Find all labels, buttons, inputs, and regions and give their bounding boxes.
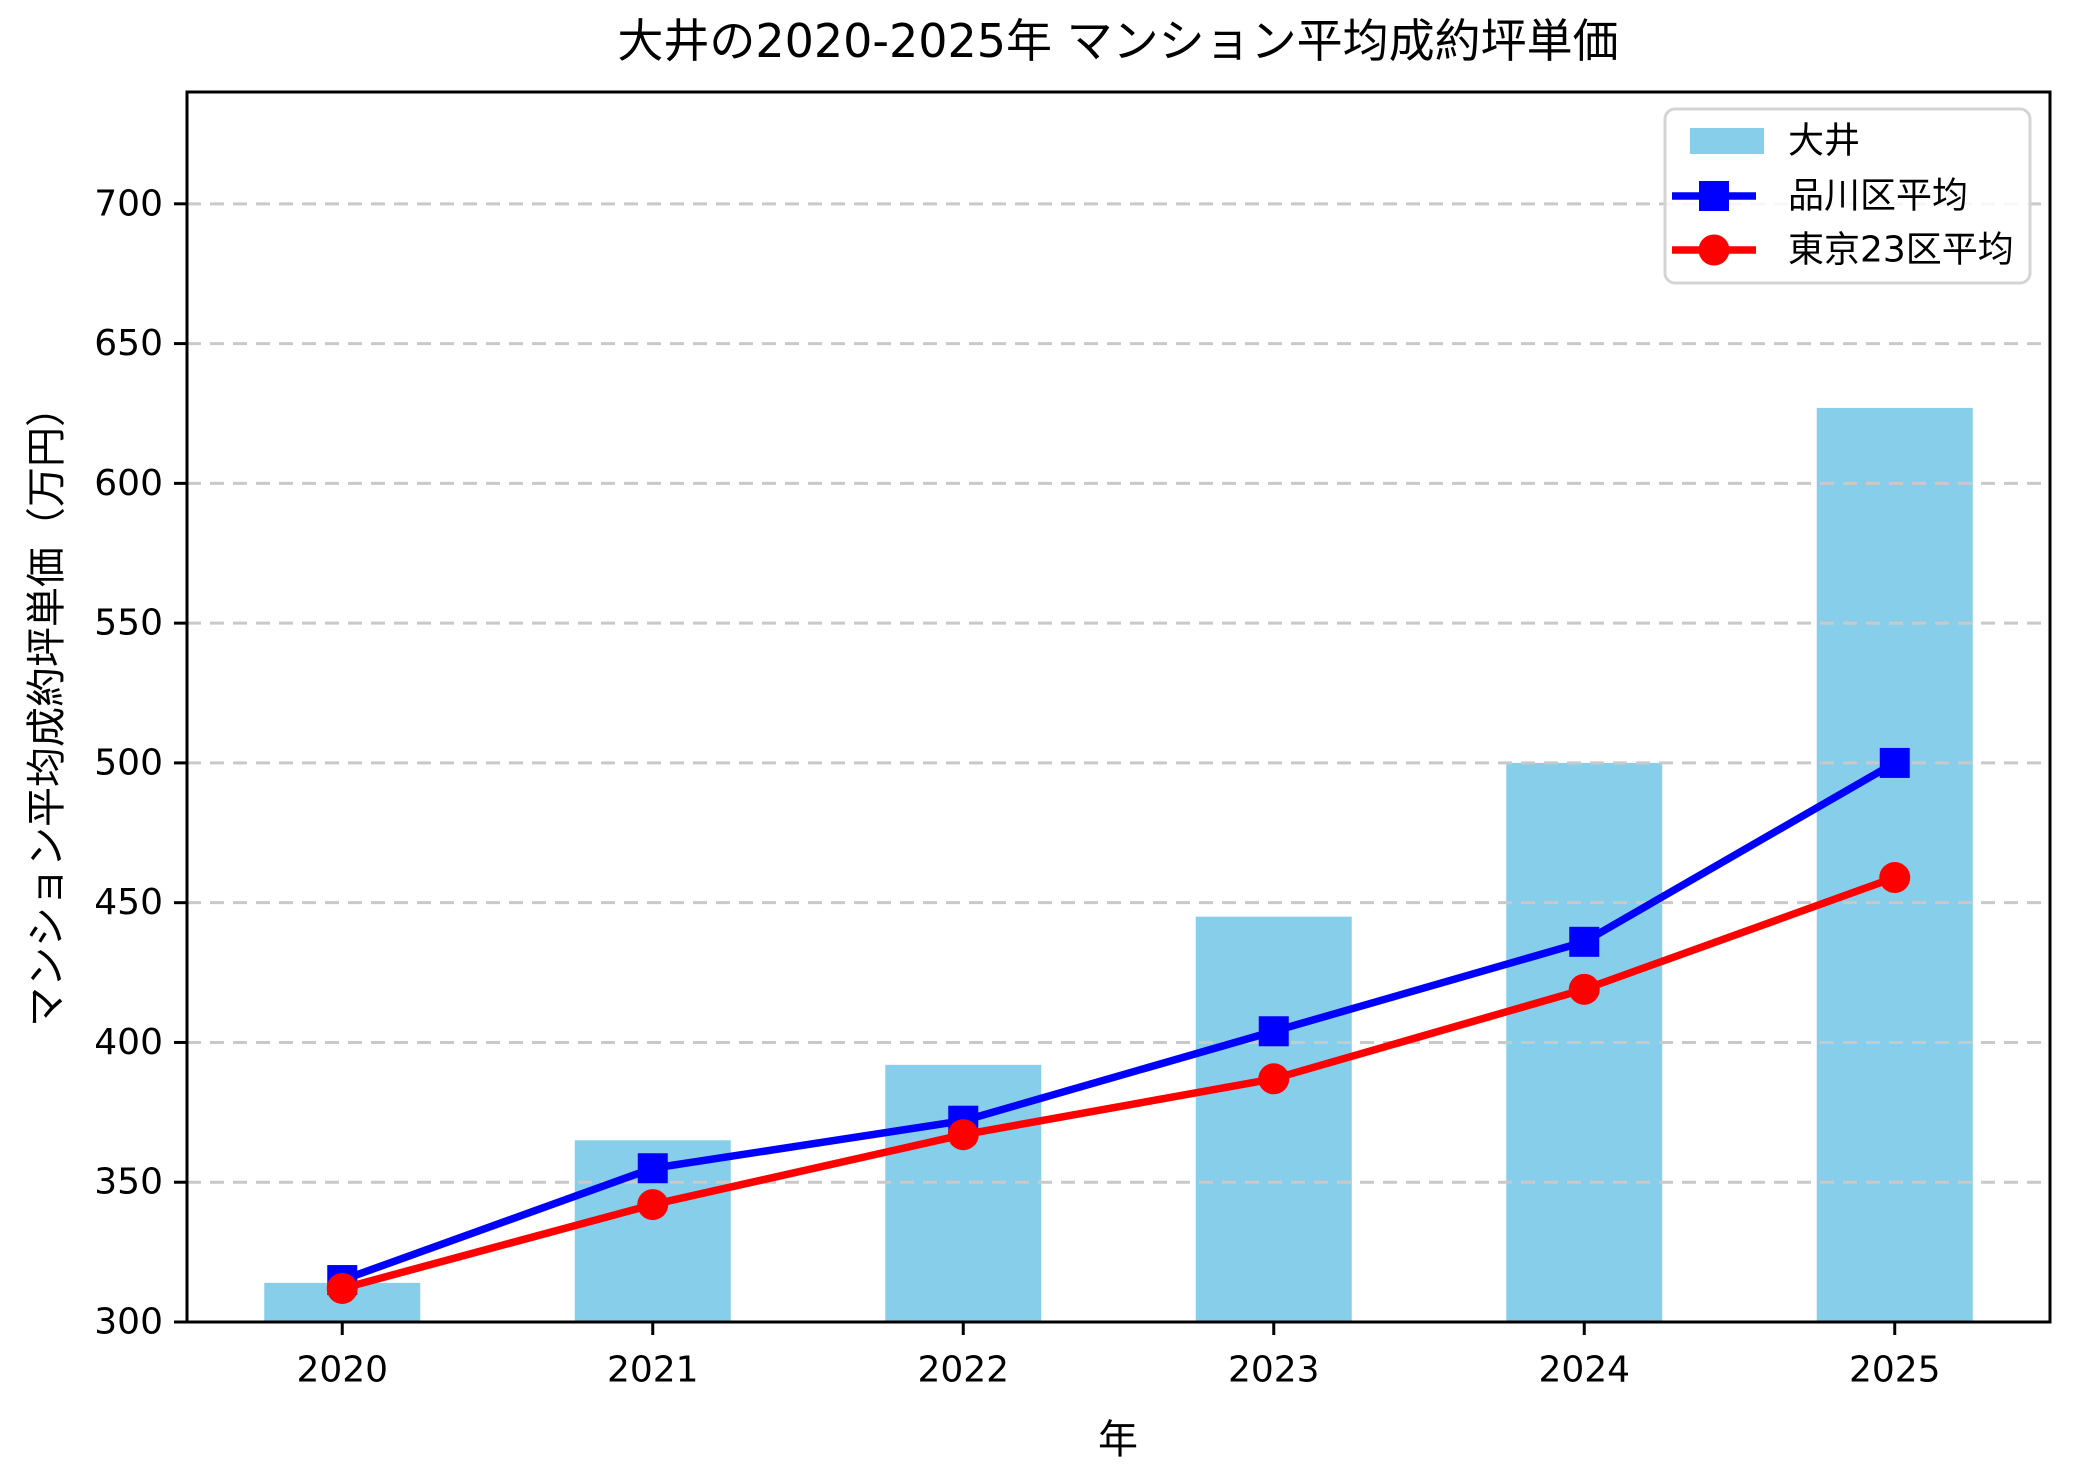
xtick-label-2025: 2025 xyxy=(1849,1350,1941,1391)
xtick-label-2024: 2024 xyxy=(1538,1350,1630,1391)
plot-frame xyxy=(185,90,2052,1324)
series-1-marker-2024 xyxy=(1568,973,1600,1005)
ytick-label-400: 400 xyxy=(94,1022,163,1063)
ytick-label-450: 450 xyxy=(94,882,163,923)
y-axis-label: マンション平均成約坪単価（万円） xyxy=(24,387,70,1027)
ytick-label-550: 550 xyxy=(94,603,163,644)
series-0-marker-2023 xyxy=(1258,1016,1289,1047)
lines-layer xyxy=(326,747,1911,1304)
bar-2023 xyxy=(1195,916,1352,1322)
legend-item-0: 大井 xyxy=(1690,121,1860,162)
series-line-1 xyxy=(338,873,1899,1293)
ytick-label-500: 500 xyxy=(94,742,163,783)
legend-marker-2 xyxy=(1698,234,1730,266)
xtick-label-2021: 2021 xyxy=(607,1350,699,1391)
legend-label-0: 大井 xyxy=(1788,121,1860,162)
ytick-label-350: 350 xyxy=(94,1162,163,1203)
series-1-marker-2023 xyxy=(1258,1063,1290,1095)
legend-swatch-0 xyxy=(1690,128,1764,154)
series-1-marker-2020 xyxy=(326,1272,358,1304)
ytick-label-650: 650 xyxy=(94,323,163,364)
series-1-marker-2022 xyxy=(947,1119,979,1151)
ytick-label-300: 300 xyxy=(94,1302,163,1343)
series-0-marker-2025 xyxy=(1879,747,1910,778)
legend-label-2: 東京23区平均 xyxy=(1788,230,2014,271)
ytick-label-600: 600 xyxy=(94,463,163,504)
series-1-marker-2025 xyxy=(1879,862,1911,894)
x-axis-label: 年 xyxy=(1098,1417,1138,1463)
legend-marker-1 xyxy=(1699,181,1729,211)
axes-layer: 300 350 400 450 500 550 600 650 700 2020 2021 2022 2… xyxy=(94,90,2052,1391)
series-0-marker-2024 xyxy=(1569,926,1600,957)
xtick-label-2023: 2023 xyxy=(1228,1350,1320,1391)
series-line-0 xyxy=(338,759,1899,1284)
chart-title: 大井の2020-2025年 マンション平均成約坪単価 xyxy=(617,14,1618,68)
legend-item-2: 東京23区平均 xyxy=(1672,230,2014,271)
series-1-marker-2021 xyxy=(637,1189,669,1221)
ytick-label-700: 700 xyxy=(94,183,163,224)
xtick-label-2020: 2020 xyxy=(296,1350,388,1391)
xtick-label-2022: 2022 xyxy=(917,1350,1009,1391)
series-0-marker-2021 xyxy=(637,1153,668,1184)
grid-layer xyxy=(187,202,2050,1324)
legend-label-1: 品川区平均 xyxy=(1788,176,1968,217)
legend-item-1: 品川区平均 xyxy=(1672,176,1968,217)
